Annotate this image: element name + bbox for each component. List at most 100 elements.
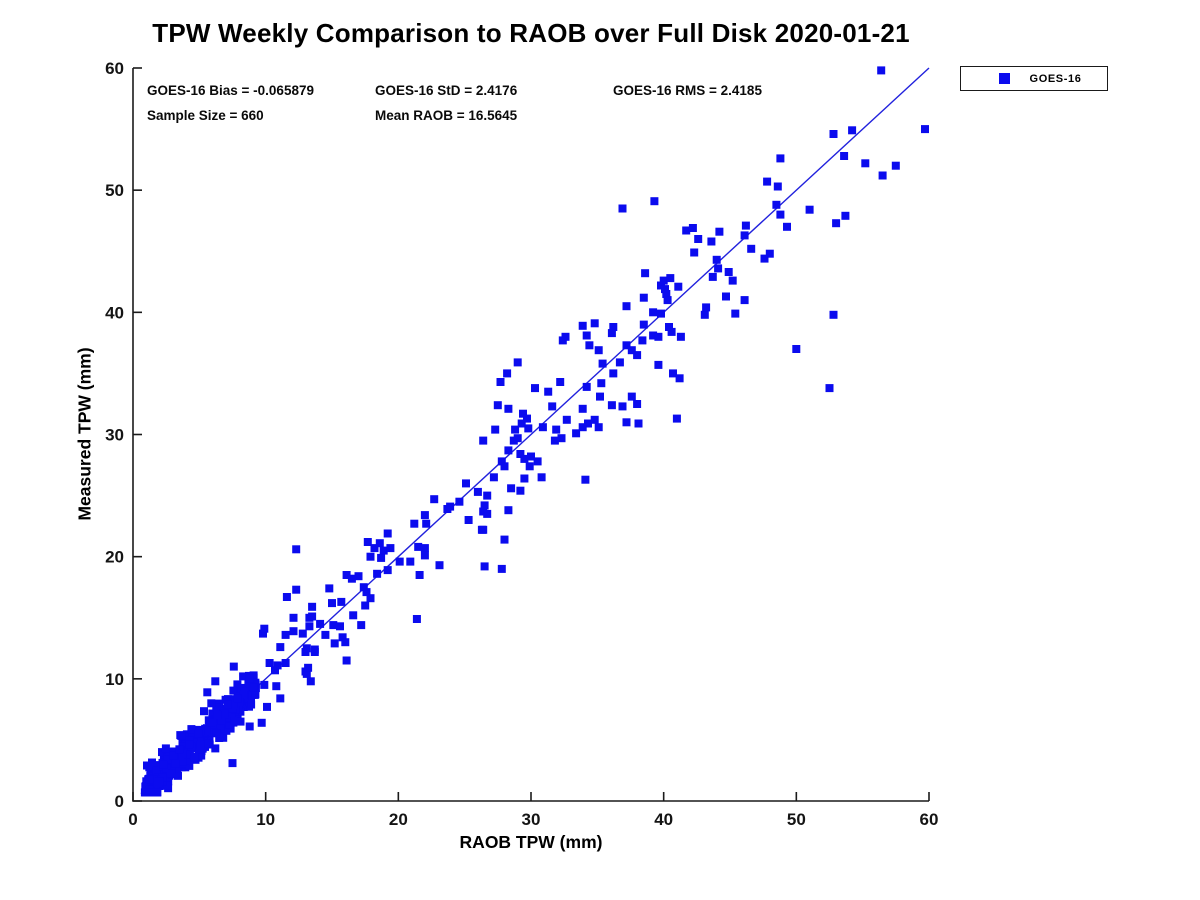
scatter-point <box>228 759 237 768</box>
scatter-point <box>342 571 351 579</box>
scatter-point <box>634 419 643 428</box>
legend: GOES-16 <box>960 66 1108 91</box>
scatter-point <box>207 699 216 708</box>
x-tick-label: 40 <box>654 810 673 829</box>
scatter-point <box>669 369 677 378</box>
scatter-point <box>194 729 203 738</box>
scatter-point <box>204 739 213 748</box>
scatter-point <box>430 495 439 504</box>
scatter-point <box>203 688 212 697</box>
scatter-point <box>921 125 929 134</box>
scatter-point <box>446 502 455 511</box>
scatter-point <box>238 702 247 711</box>
stat-bias: GOES-16 Bias = -0.065879 <box>147 83 314 98</box>
scatter-point <box>479 436 488 445</box>
scatter-point <box>694 235 703 243</box>
scatter-point <box>594 423 603 432</box>
scatter-point <box>289 613 298 622</box>
legend-label: GOES-16 <box>1029 72 1082 85</box>
scatter-point <box>190 753 199 761</box>
scatter-point <box>195 745 204 754</box>
scatter-point <box>316 619 325 628</box>
scatter-point <box>848 126 857 135</box>
scatter-point <box>550 436 559 445</box>
scatter-point <box>357 621 366 630</box>
scatter-point <box>861 159 870 168</box>
scatter-point <box>700 310 709 319</box>
scatter-point <box>171 759 180 768</box>
scatter-point <box>233 680 242 689</box>
scatter-point <box>538 423 547 432</box>
scatter-point <box>707 237 716 246</box>
y-tick-label: 50 <box>105 181 124 200</box>
scatter-point <box>609 369 618 378</box>
scatter-point <box>500 462 509 471</box>
scatter-point <box>598 359 607 368</box>
scatter-point <box>582 382 591 391</box>
y-tick-label: 60 <box>105 59 124 78</box>
scatter-point <box>304 663 313 672</box>
scatter-point <box>259 629 267 638</box>
scatter-point <box>594 346 603 355</box>
scatter-point <box>503 369 512 378</box>
scatter-point <box>302 669 311 678</box>
scatter-point <box>483 491 492 500</box>
scatter-point <box>607 401 616 410</box>
scatter-point <box>654 332 663 341</box>
scatter-point <box>537 473 546 482</box>
scatter-point <box>649 308 658 317</box>
scatter-point <box>207 718 215 727</box>
scatter-point <box>682 226 691 235</box>
scatter-point <box>829 130 838 138</box>
scatter-point <box>891 161 900 170</box>
scatter-point <box>212 703 221 712</box>
stat-std: GOES-16 StD = 2.4176 <box>375 83 518 98</box>
scatter-point <box>674 282 683 291</box>
scatter-point <box>143 761 151 770</box>
scatter-point <box>337 597 346 606</box>
scatter-point <box>572 429 581 438</box>
scatter-point <box>712 255 721 264</box>
scatter-point <box>584 419 592 428</box>
scatter-point <box>607 329 616 338</box>
scatter-point <box>305 622 314 631</box>
scatter-point <box>415 571 424 579</box>
scatter-point <box>202 727 211 735</box>
scatter-point <box>435 561 444 570</box>
x-tick-label: 30 <box>522 810 541 829</box>
scatter-point <box>377 553 386 562</box>
scatter-point <box>480 562 489 571</box>
scatter-point <box>513 434 522 443</box>
scatter-point <box>578 321 587 330</box>
scatter-point <box>480 501 489 510</box>
stat-mean-raob: Mean RAOB = 16.5645 <box>375 108 518 123</box>
scatter-point <box>627 392 636 401</box>
scatter-point <box>328 599 336 608</box>
scatter-point <box>662 290 671 298</box>
scatter-point <box>462 479 470 488</box>
scatter-point <box>239 691 248 699</box>
scatter-point <box>500 535 509 544</box>
scatter-point <box>772 200 781 209</box>
scatter-point <box>722 292 730 301</box>
scatter-point <box>420 544 429 553</box>
scatter-point <box>162 764 171 773</box>
scatter-point <box>211 677 220 686</box>
scatter-point <box>675 374 684 383</box>
scatter-point <box>342 656 351 665</box>
scatter-point <box>520 454 529 463</box>
scatter-point <box>366 594 375 603</box>
scatter-point <box>420 511 429 520</box>
scatter-point <box>519 409 527 418</box>
scatter-point <box>661 285 669 294</box>
scatter-point <box>479 525 488 534</box>
scatter-point <box>379 546 388 555</box>
stat-rms: GOES-16 RMS = 2.4185 <box>613 83 762 98</box>
scatter-point <box>247 700 256 709</box>
y-tick-label: 0 <box>115 792 124 811</box>
scatter-point <box>708 272 717 281</box>
scatter-point <box>329 621 338 630</box>
scatter-point <box>473 487 482 496</box>
scatter-point <box>338 633 347 642</box>
